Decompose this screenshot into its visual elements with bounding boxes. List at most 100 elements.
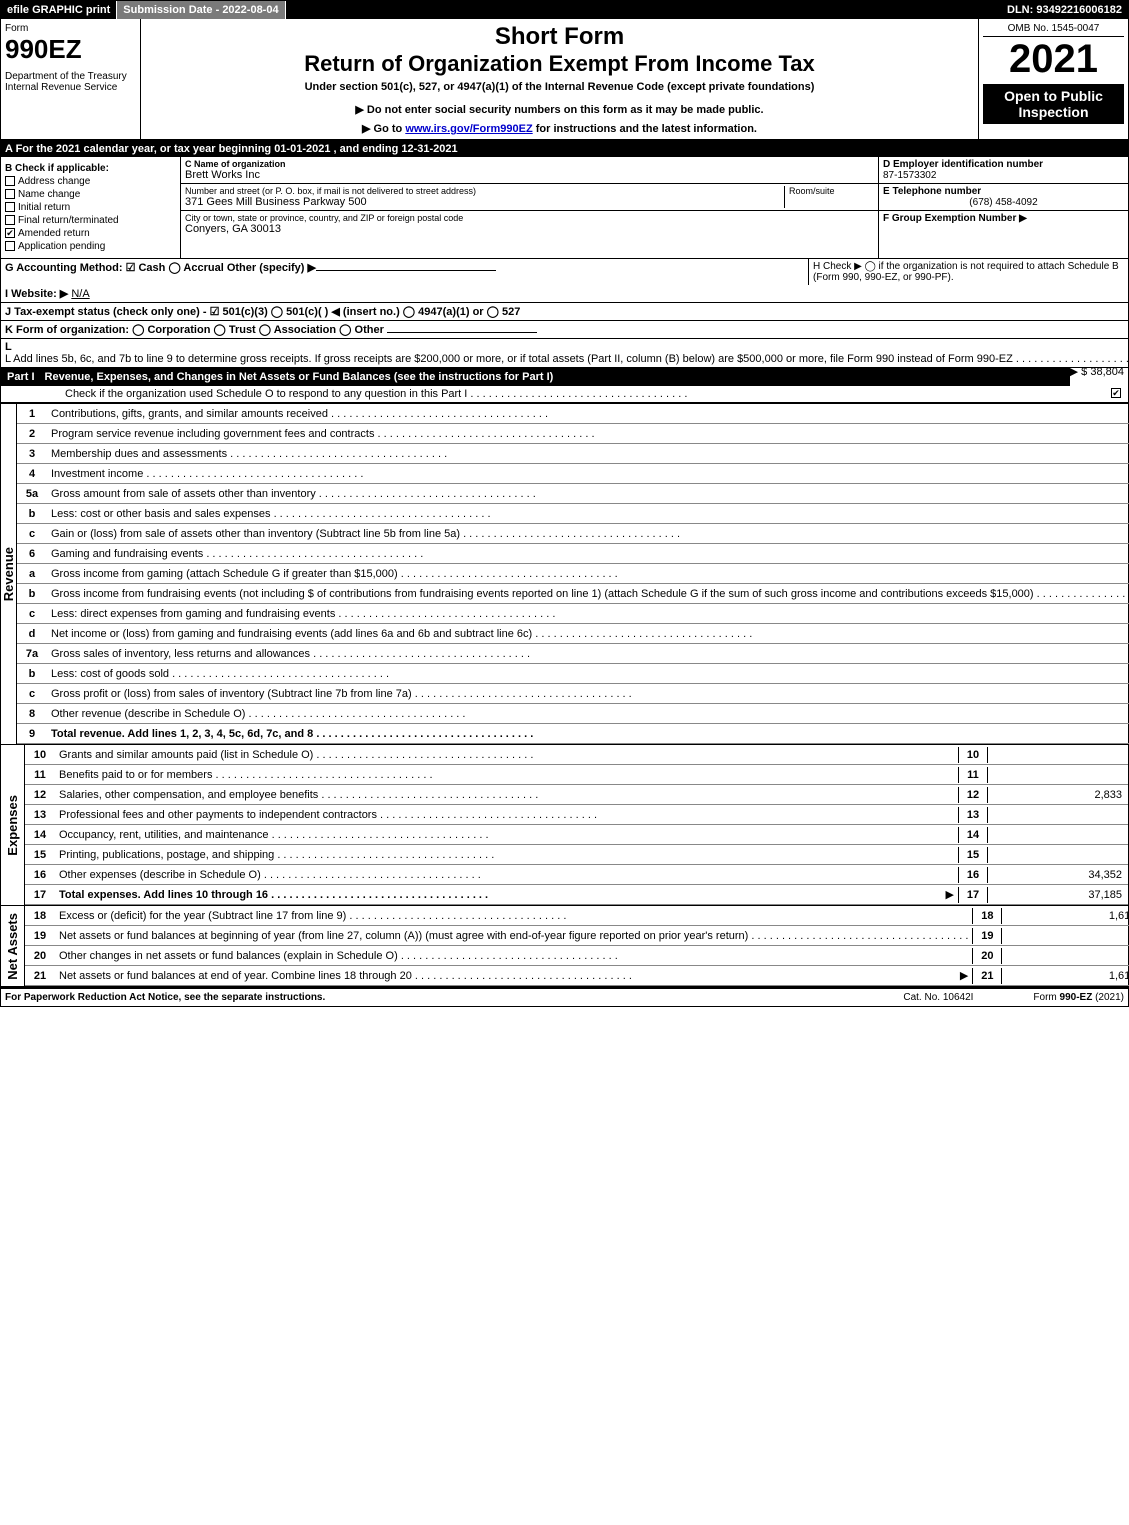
line-20: 20Other changes in net assets or fund ba…: [25, 946, 1129, 966]
part1-title: Revenue, Expenses, and Changes in Net As…: [45, 371, 554, 383]
amount: [1002, 954, 1129, 958]
addr-label: Number and street (or P. O. box, if mail…: [185, 186, 784, 196]
part1-header: Part I Revenue, Expenses, and Changes in…: [1, 368, 1070, 386]
line-num: 8: [17, 706, 47, 722]
topbar: efile GRAPHIC print Submission Date - 20…: [1, 1, 1128, 19]
line-8: 8Other revenue (describe in Schedule O)8: [17, 704, 1129, 724]
section-c: C Name of organization Brett Works Inc N…: [181, 157, 878, 258]
line-17: 17Total expenses. Add lines 10 through 1…: [25, 885, 1128, 905]
tax-year: 2021: [983, 37, 1124, 82]
line-9: 9Total revenue. Add lines 1, 2, 3, 4, 5c…: [17, 724, 1129, 744]
col-num: 20: [972, 948, 1002, 964]
line-i: I Website: ▶ N/A: [1, 285, 1128, 303]
revenue-section: Revenue 1Contributions, gifts, grants, a…: [1, 403, 1128, 744]
form-number: 990EZ: [5, 34, 136, 65]
line-21: 21Net assets or fund balances at end of …: [25, 966, 1129, 986]
irs-link[interactable]: www.irs.gov/Form990EZ: [405, 123, 532, 135]
line-num: 7a: [17, 646, 47, 662]
col-num: 14: [958, 827, 988, 843]
line-num: c: [17, 526, 47, 542]
line-text: Net assets or fund balances at end of ye…: [55, 968, 956, 984]
cb-address-change[interactable]: Address change: [5, 176, 176, 187]
addr-row: Number and street (or P. O. box, if mail…: [181, 184, 878, 211]
arrow-icon: ▶: [956, 969, 972, 982]
line-num: 14: [25, 827, 55, 843]
amount: 34,352: [988, 867, 1128, 883]
cb-final-return[interactable]: Final return/terminated: [5, 215, 176, 226]
phone-label: E Telephone number: [883, 186, 1124, 197]
line-13: 13Professional fees and other payments t…: [25, 805, 1128, 825]
part1-checkbox[interactable]: [1111, 388, 1121, 398]
cb-application-pending[interactable]: Application pending: [5, 241, 176, 252]
line-text: Net assets or fund balances at beginning…: [55, 928, 972, 944]
amount: [988, 853, 1128, 857]
line-19: 19Net assets or fund balances at beginni…: [25, 926, 1129, 946]
line-text: Total revenue. Add lines 1, 2, 3, 4, 5c,…: [47, 726, 1129, 742]
line-15: 15Printing, publications, postage, and s…: [25, 845, 1128, 865]
line-c: cLess: direct expenses from gaming and f…: [17, 604, 1129, 624]
line-num: 4: [17, 466, 47, 482]
line-18: 18Excess or (deficit) for the year (Subt…: [25, 906, 1129, 926]
line-text: Grants and similar amounts paid (list in…: [55, 747, 958, 763]
line-text: Gross income from fundraising events (no…: [47, 586, 1129, 602]
cb-initial-return[interactable]: Initial return: [5, 202, 176, 213]
line-num: 13: [25, 807, 55, 823]
goto-line: ▶ Go to www.irs.gov/Form990EZ for instru…: [145, 122, 974, 135]
return-title: Return of Organization Exempt From Incom…: [145, 51, 974, 77]
header: Form 990EZ Department of the TreasuryInt…: [1, 19, 1128, 141]
dln: DLN: 93492216006182: [1001, 1, 1128, 19]
netassets-section: Net Assets 18Excess or (deficit) for the…: [1, 905, 1128, 987]
header-right: OMB No. 1545-0047 2021 Open to Public In…: [978, 19, 1128, 139]
line-text: Total expenses. Add lines 10 through 16: [55, 887, 942, 903]
header-mid: Short Form Return of Organization Exempt…: [141, 19, 978, 139]
section-b-title: B Check if applicable:: [5, 163, 176, 174]
amount: [1002, 934, 1129, 938]
line-h: H Check ▶ ◯ if the organization is not r…: [808, 259, 1128, 285]
cb-name-change[interactable]: Name change: [5, 189, 176, 200]
line-text: Net income or (loss) from gaming and fun…: [47, 626, 1129, 642]
line-num: 18: [25, 908, 55, 924]
line-g: G Accounting Method: ☑ Cash ◯ Accrual Ot…: [1, 259, 808, 285]
line-b: bLess: cost or other basis and sales exp…: [17, 504, 1129, 524]
line-num: 10: [25, 747, 55, 763]
section-e: E Telephone number (678) 458-4092: [879, 184, 1128, 211]
line-num: 15: [25, 847, 55, 863]
dept-label: Department of the TreasuryInternal Reven…: [5, 71, 136, 93]
line-d: dNet income or (loss) from gaming and fu…: [17, 624, 1129, 644]
line-text: Excess or (deficit) for the year (Subtra…: [55, 908, 972, 924]
line-num: c: [17, 686, 47, 702]
amount: 1,619: [1002, 908, 1129, 924]
cat-no: Cat. No. 10642I: [903, 992, 973, 1003]
line-l-amount: ▶ $ 38,804: [1070, 365, 1124, 378]
line-text: Less: direct expenses from gaming and fu…: [47, 606, 1129, 622]
line-num: 12: [25, 787, 55, 803]
line-num: 3: [17, 446, 47, 462]
col-num: 11: [958, 767, 988, 783]
col-num: 19: [972, 928, 1002, 944]
addr: 371 Gees Mill Business Parkway 500: [185, 196, 784, 208]
col-num: 18: [972, 908, 1002, 924]
line-text: Professional fees and other payments to …: [55, 807, 958, 823]
cb-amended-return[interactable]: Amended return: [5, 228, 176, 239]
line-2: 2Program service revenue including gover…: [17, 424, 1129, 444]
amount: [988, 833, 1128, 837]
omb-number: OMB No. 1545-0047: [983, 23, 1124, 37]
line-a: A For the 2021 calendar year, or tax yea…: [1, 141, 1128, 157]
expenses-lines: 10Grants and similar amounts paid (list …: [25, 745, 1128, 905]
form-label: Form: [5, 23, 136, 34]
line-num: 6: [17, 546, 47, 562]
revenue-side: Revenue: [1, 404, 17, 744]
line-12: 12Salaries, other compensation, and empl…: [25, 785, 1128, 805]
line-c: cGain or (loss) from sale of assets othe…: [17, 524, 1129, 544]
open-to-public: Open to Public Inspection: [983, 84, 1124, 124]
header-left: Form 990EZ Department of the TreasuryInt…: [1, 19, 141, 139]
city-row: City or town, state or province, country…: [181, 211, 878, 237]
col-num: 15: [958, 847, 988, 863]
amount: 1,619: [1002, 968, 1129, 984]
netassets-lines: 18Excess or (deficit) for the year (Subt…: [25, 906, 1129, 986]
line-num: d: [17, 626, 47, 642]
amount: [988, 813, 1128, 817]
line-11: 11Benefits paid to or for members11: [25, 765, 1128, 785]
line-text: Other expenses (describe in Schedule O): [55, 867, 958, 883]
line-a: aGross income from gaming (attach Schedu…: [17, 564, 1129, 584]
